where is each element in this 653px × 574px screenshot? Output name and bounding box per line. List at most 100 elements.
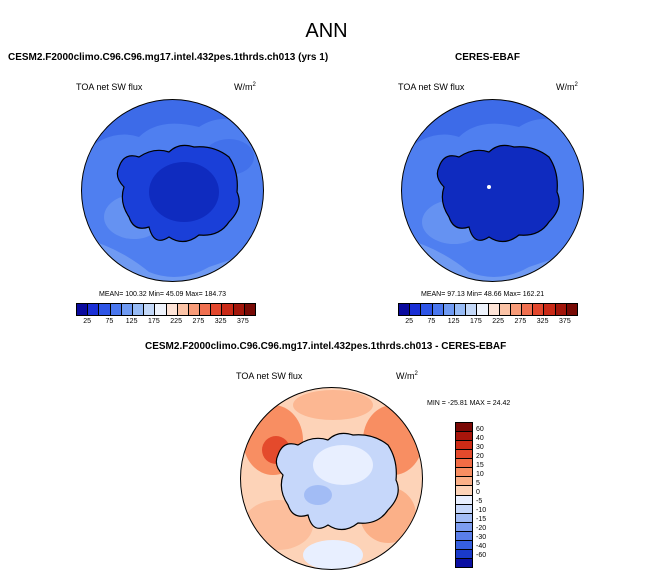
panel-1-units: W/m2 [234, 82, 256, 92]
panel-3-colorbar [455, 422, 473, 568]
panel-2-colorbar-swatch [432, 304, 444, 315]
panel-1-colorbar-tick-label: 175 [148, 318, 160, 325]
panel-1-colorbar-swatch [233, 304, 245, 315]
panel-1-colorbar-tick-label: 275 [192, 318, 205, 325]
panel-3-title: CESM2.F2000climo.C96.C96.mg17.intel.432p… [145, 341, 507, 352]
panel-2-colorbar-tick-label: 225 [492, 318, 504, 325]
panel-2-colorbar-swatch [399, 304, 411, 315]
panel-3-colorbar-swatch [456, 441, 472, 451]
panel-3-colorbar-label: 30 [476, 444, 484, 451]
panel-1-polar-map [81, 99, 264, 282]
panel-3-colorbar-label: 0 [476, 489, 480, 496]
panel-1-colorbar-swatch [177, 304, 189, 315]
panel-3-colorbar-swatch [456, 423, 472, 433]
panel-3-colorbar-label: -5 [476, 498, 483, 505]
panel-3-colorbar-swatch [456, 486, 472, 496]
panel-3-colorbar-swatch [456, 513, 472, 523]
panel-3-colorbar-label: -15 [476, 516, 487, 523]
panel-2-antarctica [436, 144, 560, 243]
panel-3-polar-map [240, 387, 423, 570]
panel-2-colorbar-tick-label: 275 [514, 318, 527, 325]
panel-1-colorbar-swatch [88, 304, 100, 315]
panel-3-colorbar-swatch [456, 504, 472, 514]
panel-1-title: CESM2.F2000climo.C96.C96.mg17.intel.432p… [8, 52, 329, 63]
panel-3-contour-band [304, 485, 332, 505]
panel-1-colorbar-tick-label: 225 [170, 318, 182, 325]
panel-3-colorbar-label: 20 [476, 453, 484, 460]
panel-3-colorbar-swatch [456, 531, 472, 541]
panel-3-contour-band [303, 540, 363, 570]
panel-1-colorbar-swatch [155, 304, 167, 315]
panel-1-colorbar-tick-label: 125 [125, 318, 138, 325]
panel-2-units: W/m2 [556, 82, 578, 92]
panel-1-interior-minimum [149, 162, 219, 222]
panel-1-variable: TOA net SW flux [76, 82, 143, 92]
panel-3-colorbar-label: -20 [476, 525, 487, 532]
panel-1-colorbar-swatch [188, 304, 201, 315]
panel-1-colorbar-swatch [132, 304, 145, 315]
panel-1-colorbar-swatch [211, 304, 223, 315]
panel-2-colorbar-swatch [499, 304, 511, 315]
panel-1-colorbar-tick-label: 325 [214, 318, 227, 325]
panel-1-colorbar-swatch [244, 304, 255, 315]
panel-2-colorbar-tick-label: 175 [470, 318, 482, 325]
panel-3-colorbar-labels: 60 40 30 20 15 10 5 0 -5 -10 -15 -20 -30 -40 -60 [476, 422, 516, 566]
panel-2-variable: TOA net SW flux [398, 82, 465, 92]
panel-3-colorbar-label: 60 [476, 426, 484, 433]
panel-2-colorbar-tick-label: 325 [536, 318, 549, 325]
panel-1-colorbar-swatch [99, 304, 111, 315]
panel-1-colorbar-ticks: 25 75 125 175 225 275 325 375 [76, 318, 254, 325]
panel-3-contour-band [293, 390, 373, 420]
panel-2-colorbar-swatch [544, 304, 556, 315]
panel-2-colorbar-swatch [454, 304, 467, 315]
panel-3-colorbar-swatch [456, 477, 472, 487]
panel-3-variable: TOA net SW flux [236, 371, 303, 381]
panel-2-colorbar-swatch [510, 304, 523, 315]
panel-2-colorbar-swatch [477, 304, 489, 315]
panel-3-colorbar-swatch [456, 432, 472, 442]
panel-3-colorbar-swatch [456, 468, 472, 478]
panel-1-colorbar [76, 303, 256, 316]
panel-2-pole-marker [487, 185, 491, 189]
panel-3-colorbar-label: 40 [476, 435, 484, 442]
panel-2-colorbar [398, 303, 578, 316]
panel-2-colorbar-tick-label: 75 [427, 318, 436, 325]
panel-1-colorbar-swatch [77, 304, 89, 315]
panel-2-colorbar-swatch [522, 304, 534, 315]
panel-2-colorbar-tick-label: 25 [405, 318, 414, 325]
panel-2-colorbar-swatch [555, 304, 567, 315]
panel-1-colorbar-tick-label: 25 [83, 318, 92, 325]
panel-2-colorbar-ticks: 25 75 125 175 225 275 325 375 [398, 318, 576, 325]
panel-3-colorbar-label: -30 [476, 534, 487, 541]
panel-3-units: W/m2 [396, 371, 418, 381]
panel-2-colorbar-swatch [488, 304, 500, 315]
panel-2-colorbar-swatch [421, 304, 433, 315]
panel-2-colorbar-tick-label: 375 [559, 318, 571, 325]
panel-2-polar-map [401, 99, 584, 282]
panel-1-colorbar-swatch [222, 304, 234, 315]
panel-2-colorbar-swatch [410, 304, 422, 315]
panel-3-colorbar-label: -10 [476, 507, 487, 514]
panel-2-stats: MEAN= 97.13 Min= 48.66 Max= 162.21 [421, 291, 545, 298]
panel-3-colorbar-label: 15 [476, 462, 484, 469]
panel-3-colorbar-swatch [456, 459, 472, 469]
panel-3-colorbar-swatch [456, 558, 472, 567]
panel-3-stats: MIN = -25.81 MAX = 24.42 [427, 400, 511, 407]
panel-3-colorbar-swatch [456, 450, 472, 460]
panel-2-colorbar-swatch [443, 304, 455, 315]
panel-3-colorbar-label: 5 [476, 480, 480, 487]
panel-1-colorbar-swatch [144, 304, 156, 315]
panel-3-colorbar-swatch [456, 522, 472, 532]
panel-1-colorbar-swatch [166, 304, 178, 315]
panel-3-colorbar-label: 10 [476, 471, 484, 478]
panel-2-colorbar-tick-label: 125 [447, 318, 460, 325]
panel-3-colorbar-swatch [456, 540, 472, 550]
panel-2-title: CERES-EBAF [455, 52, 521, 63]
panel-1-stats: MEAN= 100.32 Min= 45.09 Max= 184.73 [99, 291, 227, 298]
panel-1-colorbar-swatch [121, 304, 133, 315]
panel-2-colorbar-swatch [566, 304, 577, 315]
panel-3-colorbar-label: -60 [476, 552, 487, 559]
panel-1-colorbar-swatch [110, 304, 122, 315]
panel-3-colorbar-swatch [456, 495, 472, 505]
panel-1-colorbar-tick-label: 375 [237, 318, 249, 325]
